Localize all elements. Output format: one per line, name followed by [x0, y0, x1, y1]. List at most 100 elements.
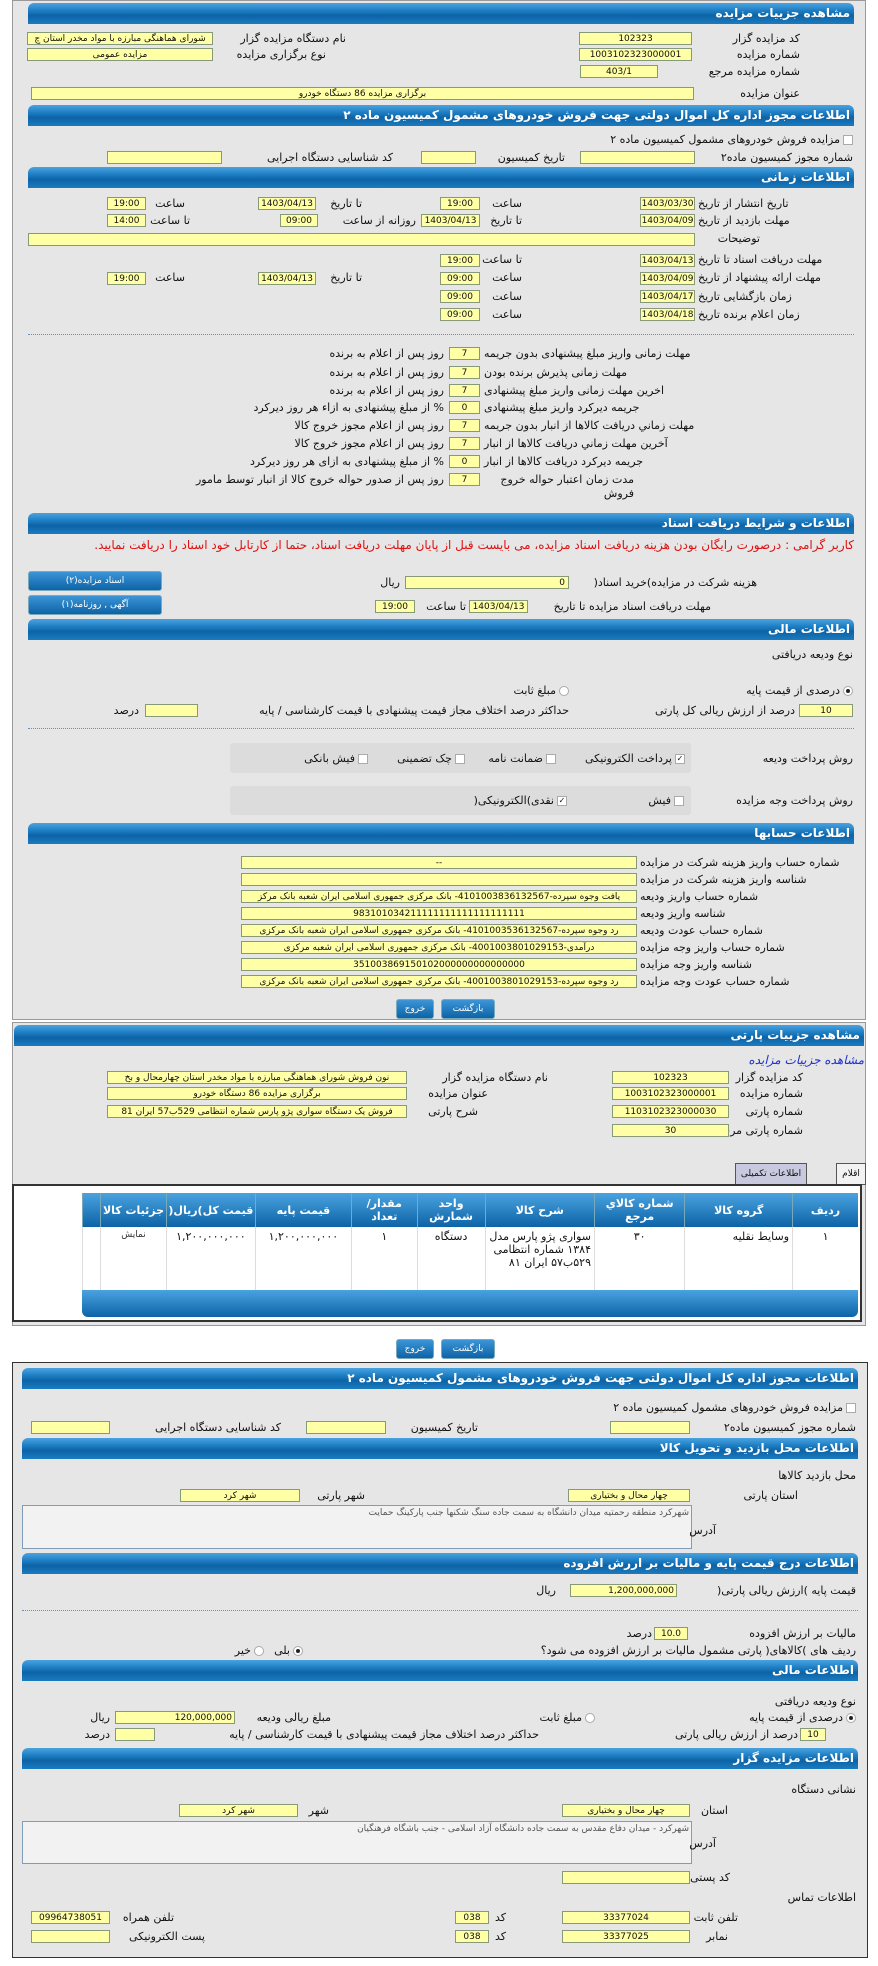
table-cell[interactable]: نمایش — [100, 1227, 167, 1295]
checkbox-icon[interactable]: ✓ — [675, 754, 685, 764]
deadline-date-field[interactable]: 1403/04/13 — [469, 600, 528, 613]
docs-to-field[interactable]: 1403/04/13 — [640, 254, 695, 267]
deposit-method-checkbox[interactable]: فیش بانکی — [304, 752, 368, 765]
exec-id-field[interactable] — [31, 1421, 110, 1434]
back-button[interactable]: بازگشت — [441, 999, 495, 1019]
ref-field[interactable]: 403/1 — [580, 65, 658, 78]
lot-code-field[interactable]: 102323 — [612, 1071, 729, 1084]
auction-documents-button[interactable]: اسناد مزایده(۲) — [28, 571, 162, 591]
exec-id-field[interactable] — [107, 151, 222, 164]
winner-time[interactable]: 09:00 — [440, 308, 480, 321]
postal-field[interactable] — [562, 1871, 690, 1884]
mobile-field[interactable]: 09964738051 — [31, 1911, 110, 1924]
lot-number-field[interactable]: 1003102323000001 — [612, 1087, 729, 1100]
exit-button[interactable]: خروج — [396, 1339, 434, 1359]
city-field[interactable]: شهر کرد — [179, 1804, 298, 1817]
address-textarea[interactable]: شهرکرد منطقه رحمتیه میدان دانشگاه به سمت… — [22, 1505, 692, 1549]
checkbox-icon[interactable] — [843, 135, 853, 145]
fee-field[interactable]: 0 — [405, 576, 569, 589]
city-field[interactable]: شهر کرد — [180, 1489, 300, 1502]
account-field[interactable] — [241, 873, 637, 886]
column-header[interactable]: ردیف — [792, 1193, 858, 1227]
account-field[interactable]: یافت وجوه سپرده-4101003836132567- بانک م… — [241, 890, 637, 903]
phone-code-field[interactable]: 038 — [455, 1911, 489, 1924]
number-field[interactable]: 1003102323000001 — [579, 48, 692, 61]
vat-yes-radio[interactable]: بلی — [274, 1644, 303, 1657]
vat-no-radio[interactable]: خیر — [235, 1644, 264, 1657]
radio-icon[interactable] — [585, 1713, 595, 1723]
title-field[interactable]: برگزاری مزایده 86 دستگاه خودرو — [31, 87, 694, 100]
column-header[interactable]: جزئیات کالا — [100, 1193, 167, 1227]
publish-to-time[interactable]: 19:00 — [107, 197, 146, 210]
account-field[interactable]: 351003869150102000000000000000 — [241, 958, 637, 971]
offer-from-field[interactable]: 1403/04/09 — [640, 272, 695, 285]
commission-checkbox[interactable]: مزایده فروش خودروهای مشمول کمیسیون ماده … — [610, 133, 853, 146]
commission-checkbox[interactable]: مزایده فروش خودروهای مشمول کمیسیون ماده … — [613, 1401, 856, 1414]
checkbox-icon[interactable] — [546, 754, 556, 764]
visit-daily-to[interactable]: 14:00 — [107, 214, 146, 227]
deadline-field[interactable]: 7 — [449, 437, 480, 450]
checkbox-icon[interactable] — [455, 754, 465, 764]
lot-desc-field[interactable]: فروش یک دستگاه سواری پژو پارس شماره انتظ… — [107, 1105, 407, 1118]
code-field[interactable]: 102323 — [579, 32, 692, 45]
column-header[interactable]: واحد شمارش — [416, 1193, 486, 1227]
province-field[interactable]: چهار محال و بختیاری — [562, 1804, 690, 1817]
account-field[interactable]: رد وجوه سپرده-4001003801029153- بانک مرک… — [241, 975, 637, 988]
payment-method-checkbox[interactable]: فیش — [648, 794, 684, 807]
email-field[interactable] — [31, 1930, 110, 1943]
deadline-time-field[interactable]: 19:00 — [375, 600, 415, 613]
type-field[interactable]: مزایده عمومی — [27, 48, 213, 61]
deposit-method-checkbox[interactable]: چک تضمینی — [397, 752, 465, 765]
lot-org-field[interactable]: نون فروش شورای هماهنگی مبارزه با مواد مخ… — [107, 1071, 407, 1084]
lot-no-field[interactable]: 1103102323000030 — [612, 1105, 729, 1118]
commission-date-field[interactable] — [306, 1421, 386, 1434]
opening-time[interactable]: 09:00 — [440, 290, 480, 303]
offer-from-time[interactable]: 09:00 — [440, 272, 480, 285]
payment-method-checkbox[interactable]: ✓نقدی)الکترونیکی( — [474, 794, 567, 807]
fax-code-field[interactable]: 038 — [455, 1930, 489, 1943]
column-header[interactable]: قیمت کل)ریال( — [165, 1193, 256, 1227]
account-field[interactable]: درآمدی-4001003801029153- بانک مرکزی جمهو… — [241, 941, 637, 954]
tab-supplementary-info[interactable]: اطلاعات تکمیلی — [735, 1163, 807, 1185]
fax-field[interactable]: 33377025 — [562, 1930, 690, 1943]
exit-button[interactable]: خروج — [396, 999, 434, 1019]
checkbox-icon[interactable] — [674, 796, 684, 806]
deposit-method-checkbox[interactable]: ضمانت نامه — [488, 752, 556, 765]
opening-field[interactable]: 1403/04/17 — [640, 290, 695, 303]
account-field[interactable]: 983101034211111111111111111111 — [241, 907, 637, 920]
fixed-radio[interactable]: مبلغ ثابت — [540, 1711, 595, 1724]
percent-radio[interactable]: درصدی از قیمت پایه — [746, 684, 853, 697]
vat-field[interactable]: 10.0 — [654, 1627, 688, 1640]
permit-no-field[interactable] — [580, 151, 695, 164]
lot-title-field[interactable]: برگزاری مزایده 86 دستگاه خودرو — [107, 1087, 407, 1100]
account-field[interactable]: -- — [241, 856, 637, 869]
offer-to-time[interactable]: 19:00 — [107, 272, 146, 285]
radio-icon[interactable] — [559, 686, 569, 696]
deadline-field[interactable]: 7 — [449, 347, 480, 360]
deadline-field[interactable]: 7 — [449, 473, 480, 486]
newspaper-ad-button[interactable]: آگهی , روزنامه(۱) — [28, 595, 162, 615]
org-field[interactable]: شورای هماهنگی مبارزه با مواد مخدر استان … — [27, 32, 213, 45]
lot-ref-field[interactable]: 30 — [612, 1124, 729, 1137]
column-header[interactable]: شماره کالاي مرجع — [593, 1193, 685, 1227]
max-diff-field[interactable] — [115, 1728, 155, 1741]
account-field[interactable]: رد وجوه سپرده-4101003536132567- بانک مرک… — [241, 924, 637, 937]
address-textarea[interactable]: شهرکرد - میدان دفاع مقدس به سمت جاده دان… — [22, 1821, 692, 1864]
publish-from-field[interactable]: 1403/03/30 — [640, 197, 695, 210]
column-header[interactable]: شرح کالا — [484, 1193, 595, 1227]
percent-field[interactable]: 10 — [800, 1728, 826, 1741]
notes-field[interactable] — [28, 233, 695, 246]
percent-field[interactable]: 10 — [799, 704, 853, 717]
checkbox-icon[interactable] — [358, 754, 368, 764]
deposit-method-checkbox[interactable]: ✓پرداخت الکترونیکی — [585, 752, 685, 765]
max-diff-field[interactable] — [145, 704, 198, 717]
publish-to-field[interactable]: 1403/04/13 — [258, 197, 316, 210]
publish-from-time[interactable]: 19:00 — [440, 197, 480, 210]
docs-to-time[interactable]: 19:00 — [440, 254, 480, 267]
back-button[interactable]: بازگشت — [441, 1339, 495, 1359]
column-header[interactable]: گروه کالا — [684, 1193, 793, 1227]
radio-icon[interactable] — [293, 1646, 303, 1656]
province-field[interactable]: چهار محال و بختیاری — [568, 1489, 690, 1502]
visit-to-field[interactable]: 1403/04/13 — [421, 214, 480, 227]
tab-lot-items[interactable]: اقلام پارتی — [836, 1163, 866, 1199]
